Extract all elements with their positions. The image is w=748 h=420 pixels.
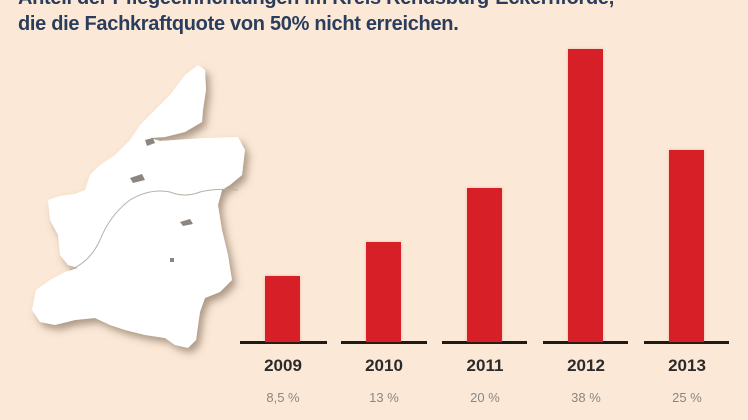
value-label: 13 % bbox=[369, 390, 399, 405]
baseline-2012 bbox=[543, 341, 628, 344]
value-label: 20 % bbox=[470, 390, 500, 405]
value-label: 38 % bbox=[571, 390, 601, 405]
year-label: 2009 bbox=[264, 356, 302, 375]
year-label: 2012 bbox=[567, 356, 605, 375]
value-label: 8,5 % bbox=[266, 390, 300, 405]
baseline-2011 bbox=[442, 341, 527, 344]
bar-2010 bbox=[366, 242, 401, 342]
year-label: 2010 bbox=[365, 356, 403, 375]
title-line-1: Anteil der Pflegeeinrichtungen im Kreis … bbox=[18, 0, 614, 10]
baseline-2013 bbox=[644, 341, 729, 344]
year-label: 2011 bbox=[466, 356, 504, 375]
year-label: 2013 bbox=[668, 356, 706, 375]
baseline-2009 bbox=[240, 341, 327, 344]
value-label: 25 % bbox=[672, 390, 702, 405]
baseline-2010 bbox=[341, 341, 427, 344]
bar-2013 bbox=[669, 150, 704, 342]
bar-2012 bbox=[568, 49, 603, 342]
bar-2009 bbox=[265, 276, 300, 342]
bar-2011 bbox=[467, 188, 502, 342]
title-line-2: die die Fachkraftquote von 50% nicht err… bbox=[18, 13, 459, 35]
